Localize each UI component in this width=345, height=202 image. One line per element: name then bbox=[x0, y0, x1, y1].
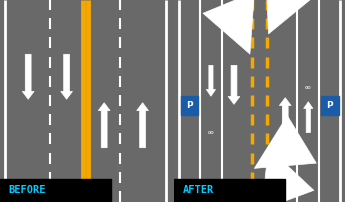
Text: oo: oo bbox=[208, 130, 214, 135]
Text: P: P bbox=[326, 101, 333, 110]
Text: BEFORE: BEFORE bbox=[9, 185, 46, 196]
Bar bbox=[174, 179, 285, 202]
Bar bbox=[181, 96, 198, 115]
Text: P: P bbox=[186, 101, 193, 110]
Bar bbox=[0, 179, 111, 202]
Text: AFTER: AFTER bbox=[183, 185, 214, 196]
Bar bbox=[321, 96, 338, 115]
Text: oo: oo bbox=[305, 85, 312, 90]
